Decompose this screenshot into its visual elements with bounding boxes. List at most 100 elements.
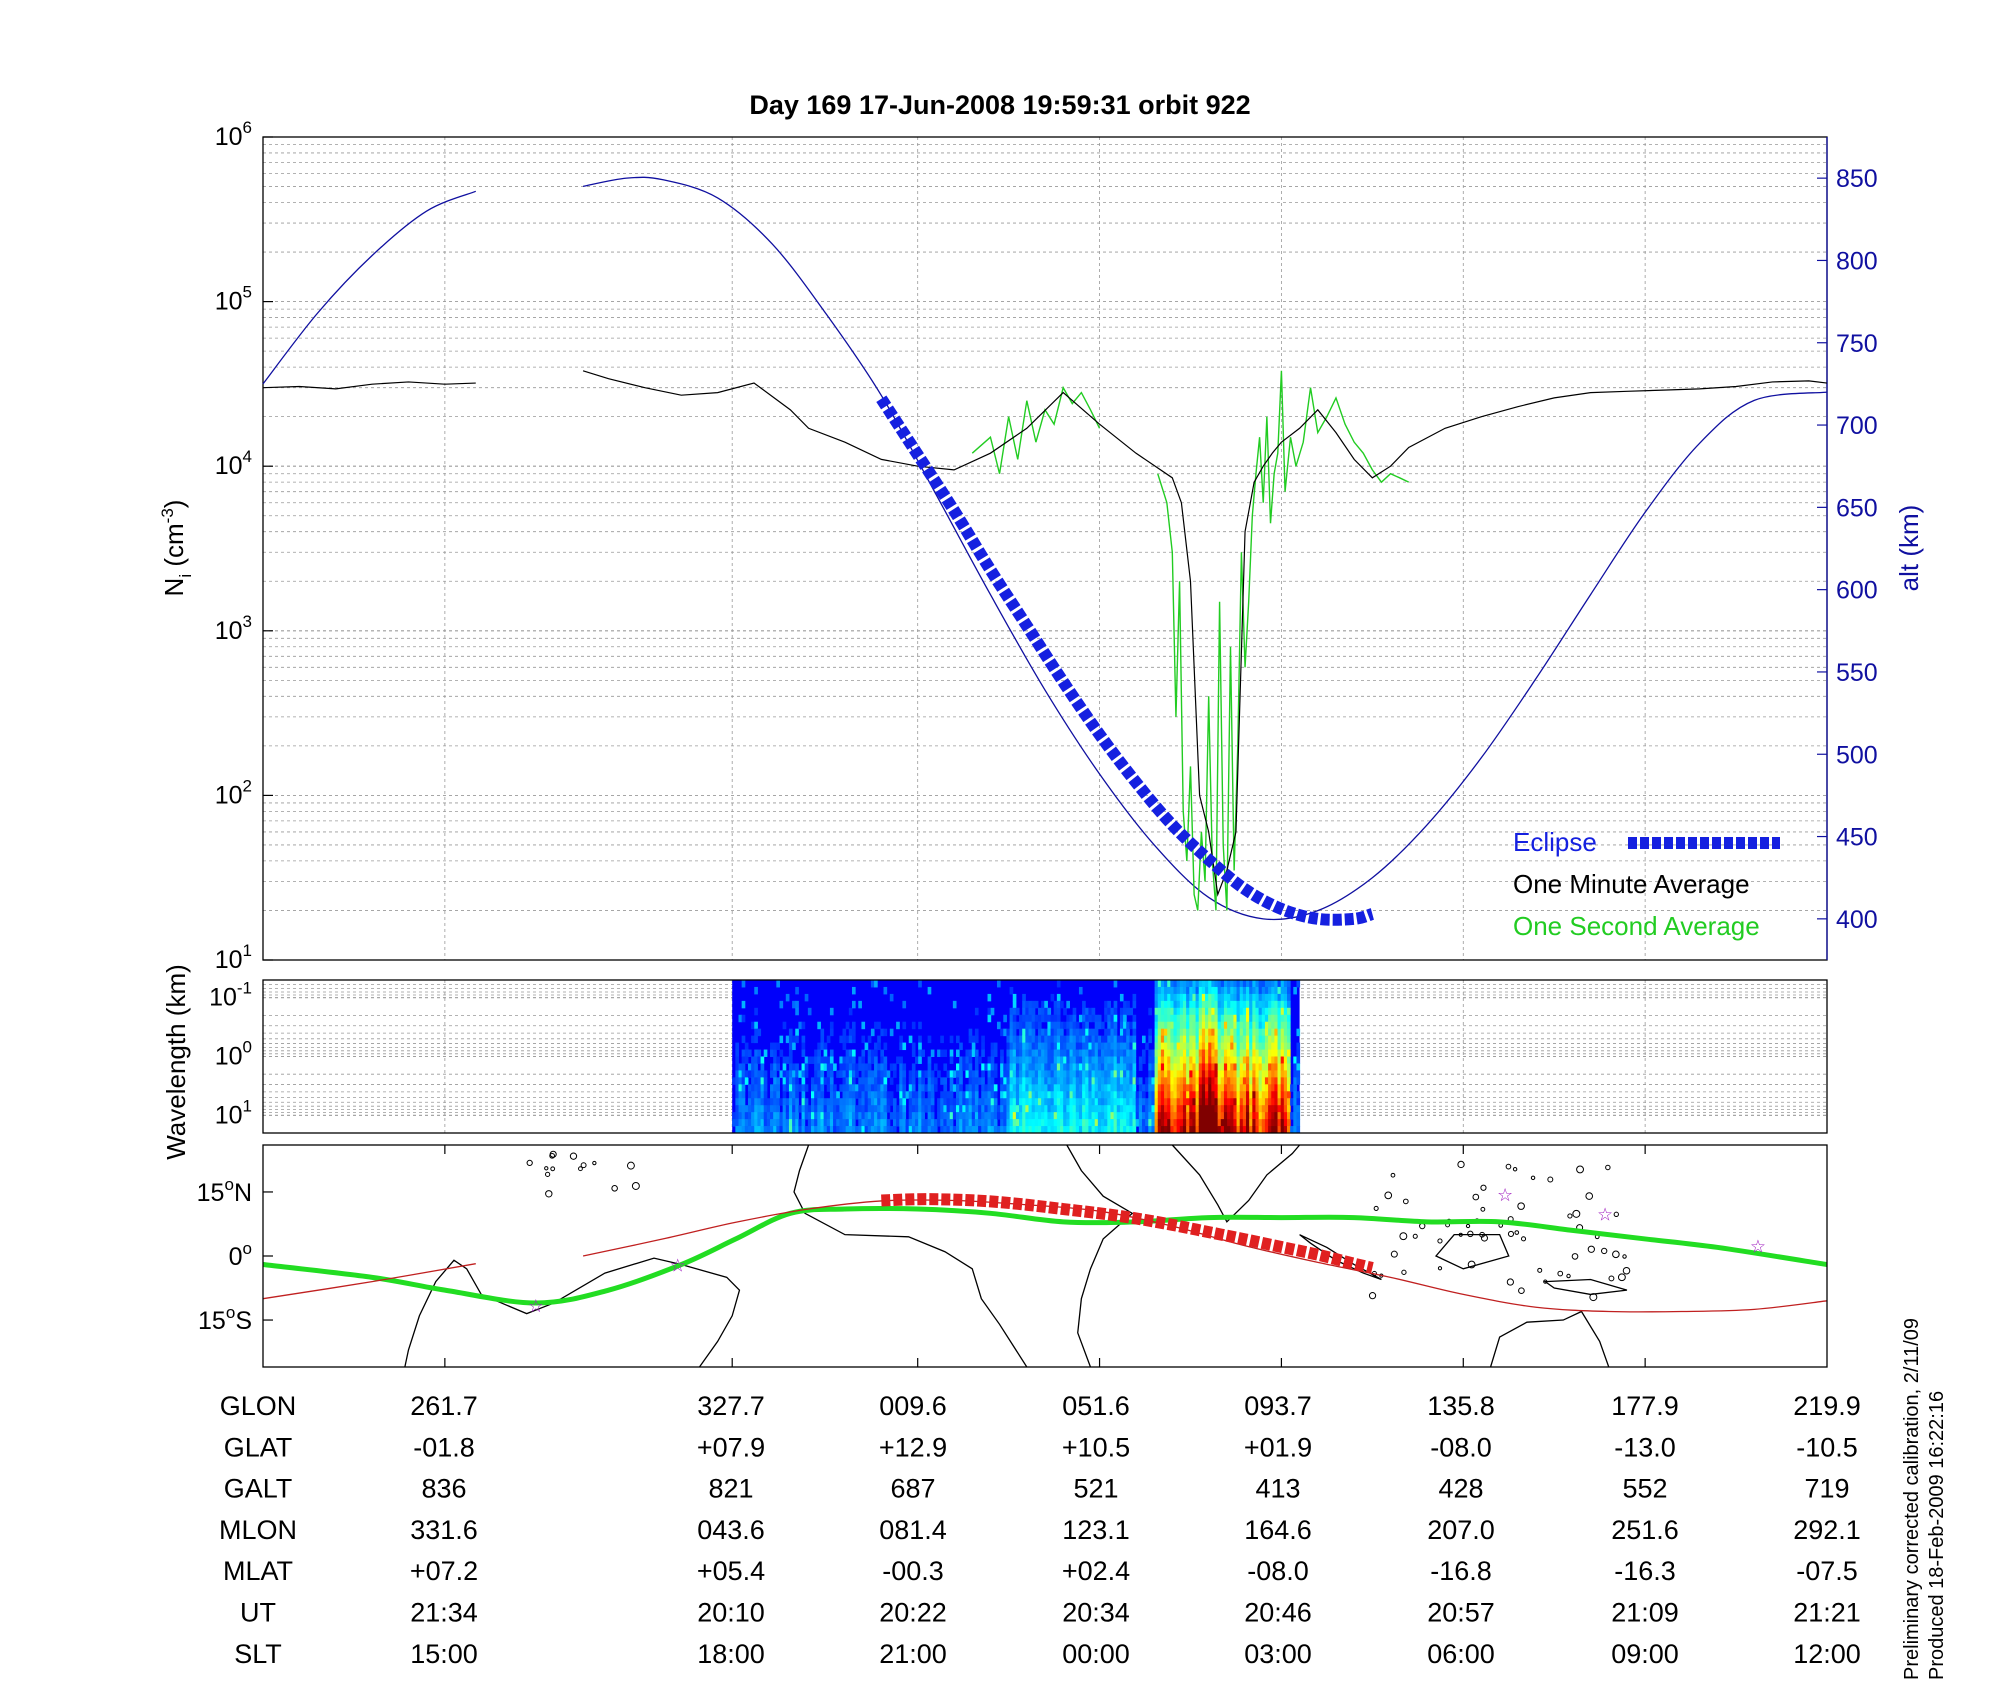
spectrogram-cell: [1255, 1042, 1260, 1051]
spectrogram-cell: [782, 1126, 787, 1134]
spectrogram-cell: [946, 1091, 951, 1099]
spectrogram-cell: [757, 1098, 762, 1106]
spectrogram-cell: [1189, 1084, 1193, 1092]
spectrogram-cell: [1104, 1035, 1108, 1044]
spectrogram-cell: [1157, 1028, 1162, 1037]
spectrogram-cell: [1053, 1000, 1058, 1009]
spectrogram-cell: [858, 1112, 862, 1120]
spectrogram-cell: [744, 1126, 749, 1134]
spectrogram-cell: [1182, 1056, 1187, 1064]
spectrogram-cell: [1167, 1098, 1171, 1106]
spectrogram-cell: [1037, 1056, 1042, 1064]
spectrogram-cell: [1271, 1070, 1275, 1078]
spectrogram-cell: [1123, 1063, 1127, 1071]
spectrogram-cell: [1088, 1007, 1093, 1016]
spectrogram-cell: [874, 980, 878, 988]
spectrogram-cell: [911, 1098, 916, 1106]
spectrogram-cell: [1015, 1077, 1020, 1085]
spectrogram-cell: [1148, 1126, 1152, 1134]
spectrogram-cell: [1208, 1000, 1212, 1009]
spectrogram-cell: [1145, 1112, 1149, 1120]
spectrogram-cell: [1268, 980, 1272, 988]
spectrogram-cell: [930, 1049, 935, 1057]
spectrogram-cell: [1170, 1000, 1175, 1009]
table-cell: 135.8: [1427, 1391, 1495, 1421]
spectrogram-cell: [1296, 1049, 1301, 1057]
spectrogram-cell: [1101, 1105, 1105, 1113]
spectrogram-cell: [1012, 1035, 1017, 1044]
spectrogram-cell: [990, 1070, 995, 1078]
coastline-island: [1518, 1287, 1525, 1295]
spectrogram-cell: [1173, 1042, 1178, 1051]
spectrogram-cell: [1066, 1091, 1070, 1099]
spectrogram-cell: [829, 1098, 834, 1106]
map-star-marker: ☆: [1750, 1236, 1766, 1257]
altitude-y-tick-label: 500: [1836, 741, 1878, 769]
spectrogram-cell: [1205, 1126, 1209, 1134]
spectrogram-cell: [1220, 1063, 1225, 1071]
spectrogram-cell: [1119, 993, 1124, 1002]
spectrogram-cell: [751, 1105, 755, 1113]
spectrogram-cell: [1041, 1028, 1045, 1037]
spectrogram-cell: [981, 1105, 985, 1113]
spectrogram-cell: [1208, 1021, 1212, 1030]
spectrogram-cell: [1283, 1063, 1288, 1071]
spectrogram-cell: [1205, 1014, 1209, 1023]
spectrogram-cell: [1022, 1021, 1026, 1030]
spectrogram-cell: [1060, 1000, 1064, 1009]
spectrogram-cell: [1132, 1021, 1137, 1030]
table-cell: +05.4: [697, 1556, 765, 1586]
spectrogram-cell: [1104, 1042, 1108, 1051]
spectrogram-cell: [858, 1105, 862, 1113]
spectrogram-cell: [1047, 1014, 1052, 1023]
spectrogram-cell: [1129, 1042, 1134, 1051]
spectrogram-cell: [1271, 1049, 1275, 1057]
spectrogram-cell: [924, 1105, 929, 1113]
spectrogram-cell: [1000, 1063, 1004, 1071]
spectrogram-cell: [1110, 1007, 1115, 1016]
table-cell: 413: [1255, 1474, 1300, 1504]
spectrogram-cell: [1223, 1077, 1228, 1085]
spectrogram-cell: [940, 1049, 944, 1057]
coastline-sumatra: [1299, 1234, 1382, 1281]
spectrogram-cell: [782, 1091, 787, 1099]
spectrogram-cell: [788, 1126, 793, 1134]
spectrogram-cell: [1129, 1105, 1134, 1113]
spectrogram-cell: [883, 1105, 888, 1113]
spectrogram-cell: [1249, 1063, 1253, 1071]
spectrogram-cell: [776, 1056, 780, 1064]
spectrogram-cell: [782, 1112, 787, 1120]
spectrogram-cell: [1097, 1084, 1102, 1092]
spectrogram-cell: [1268, 1077, 1272, 1085]
spectrogram-cell: [1072, 1049, 1077, 1057]
spectrogram-cell: [1176, 1063, 1181, 1071]
spectrogram-cell: [864, 1105, 869, 1113]
table-cell: 21:34: [410, 1598, 478, 1628]
spectrogram-cell: [1126, 1098, 1130, 1106]
altitude-y-tick-label: 400: [1836, 906, 1878, 934]
spectrogram-cell: [861, 1056, 866, 1064]
spectrogram-cell: [814, 1105, 818, 1113]
spectrogram-cell: [1000, 1105, 1004, 1113]
spectrogram-cell: [1255, 1049, 1260, 1057]
spectrogram-cell: [1034, 1084, 1039, 1092]
spectrogram-cell: [814, 1091, 818, 1099]
spectrogram-cell: [1164, 1042, 1168, 1051]
spectrogram-cell: [924, 1098, 929, 1106]
spectrogram-cell: [829, 1105, 834, 1113]
spectrogram-cell: [1164, 1098, 1168, 1106]
coastlines: [404, 1144, 1631, 1368]
spectrogram-cell: [1258, 980, 1263, 988]
spectrogram-cell: [1261, 1105, 1266, 1113]
spectrogram-cell: [1283, 1042, 1288, 1051]
spectrogram-cell: [735, 1084, 740, 1092]
spectrogram-cell: [1000, 1112, 1004, 1120]
spectrogram-cell: [1044, 1084, 1048, 1092]
spectrogram-cell: [1113, 1021, 1118, 1030]
spectrogram-cell: [1019, 1063, 1023, 1071]
spectrogram-cell: [1198, 1014, 1203, 1023]
spectrogram-cell: [792, 1098, 796, 1106]
spectrogram-cell: [801, 1091, 806, 1099]
spectrogram-cell: [1063, 1077, 1067, 1085]
spectrogram-cell: [1107, 1028, 1111, 1037]
